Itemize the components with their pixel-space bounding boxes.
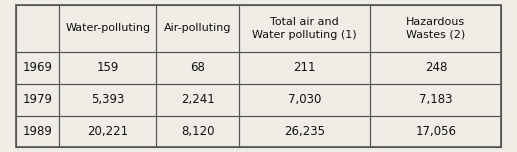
Bar (59, 116, 157, 147)
Text: 2,241: 2,241 (181, 93, 215, 106)
Text: 20,221: 20,221 (87, 125, 128, 138)
Text: 7,183: 7,183 (419, 93, 452, 106)
Text: 5,393: 5,393 (91, 93, 125, 106)
Bar (59, 5, 157, 52)
Text: 17,056: 17,056 (415, 125, 457, 138)
Text: Total air and
Water polluting (1): Total air and Water polluting (1) (252, 17, 357, 40)
Text: 1979: 1979 (22, 93, 52, 106)
Text: Water-polluting: Water-polluting (65, 23, 150, 33)
Text: 1969: 1969 (22, 61, 52, 74)
Bar (157, 116, 239, 147)
Bar (16, 116, 59, 147)
Bar (370, 116, 501, 147)
Bar (157, 5, 239, 52)
Text: 26,235: 26,235 (284, 125, 325, 138)
Bar (239, 52, 370, 84)
Text: 1989: 1989 (22, 125, 52, 138)
Text: 159: 159 (97, 61, 119, 74)
Text: 7,030: 7,030 (288, 93, 322, 106)
Bar (157, 84, 239, 116)
Text: 248: 248 (424, 61, 447, 74)
Bar (59, 84, 157, 116)
Text: Hazardous
Wastes (2): Hazardous Wastes (2) (406, 17, 465, 40)
Bar (16, 52, 59, 84)
Text: 68: 68 (190, 61, 205, 74)
Text: Air-polluting: Air-polluting (164, 23, 232, 33)
Bar (16, 84, 59, 116)
Bar (239, 5, 370, 52)
Bar (157, 52, 239, 84)
Bar (59, 52, 157, 84)
Bar (239, 84, 370, 116)
Bar (239, 116, 370, 147)
Bar (16, 5, 59, 52)
Bar (370, 84, 501, 116)
Bar (370, 5, 501, 52)
Text: 8,120: 8,120 (181, 125, 215, 138)
Bar (370, 52, 501, 84)
Text: 211: 211 (294, 61, 316, 74)
